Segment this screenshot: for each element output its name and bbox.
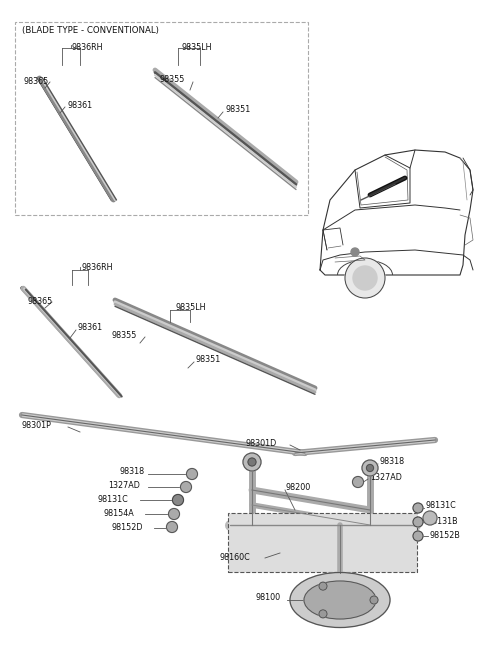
- Text: 1327AD: 1327AD: [108, 482, 140, 491]
- Text: 1327AD: 1327AD: [370, 472, 402, 482]
- Circle shape: [351, 248, 359, 256]
- Text: 98152B: 98152B: [430, 532, 461, 541]
- Circle shape: [172, 495, 183, 505]
- Circle shape: [362, 460, 378, 476]
- FancyBboxPatch shape: [228, 513, 417, 572]
- FancyBboxPatch shape: [15, 22, 308, 215]
- Circle shape: [413, 517, 423, 527]
- Text: 98365: 98365: [23, 78, 48, 87]
- Circle shape: [168, 509, 180, 520]
- Text: 98351: 98351: [225, 106, 250, 114]
- Text: 98301D: 98301D: [245, 438, 276, 447]
- Circle shape: [319, 610, 327, 618]
- Text: 98351: 98351: [195, 355, 220, 365]
- Circle shape: [353, 266, 377, 290]
- Circle shape: [248, 458, 256, 466]
- Text: 9835LH: 9835LH: [175, 304, 205, 313]
- Ellipse shape: [304, 581, 376, 619]
- Circle shape: [367, 464, 373, 472]
- Text: 98301P: 98301P: [22, 420, 52, 430]
- Circle shape: [370, 596, 378, 604]
- Text: 98318: 98318: [380, 457, 405, 466]
- Circle shape: [180, 482, 192, 493]
- Circle shape: [413, 503, 423, 513]
- Circle shape: [423, 511, 437, 525]
- Text: 98355: 98355: [160, 76, 185, 85]
- Circle shape: [187, 468, 197, 480]
- Text: 98365: 98365: [28, 298, 53, 307]
- Text: 98154A: 98154A: [103, 509, 134, 518]
- Text: 9835LH: 9835LH: [182, 43, 213, 51]
- Text: 98200: 98200: [285, 484, 310, 493]
- Circle shape: [345, 258, 385, 298]
- Circle shape: [352, 476, 363, 487]
- Text: 98355: 98355: [112, 330, 137, 340]
- Ellipse shape: [290, 572, 390, 627]
- Text: 98131C: 98131C: [98, 495, 129, 505]
- Text: 9836RH: 9836RH: [82, 263, 113, 273]
- Text: 98100: 98100: [255, 593, 280, 602]
- Circle shape: [167, 522, 178, 533]
- Text: 98361: 98361: [78, 323, 103, 332]
- Circle shape: [319, 582, 327, 590]
- Text: 98361: 98361: [67, 101, 92, 110]
- Text: 98152D: 98152D: [112, 524, 144, 533]
- Text: 9836RH: 9836RH: [72, 43, 104, 51]
- Text: (BLADE TYPE - CONVENTIONAL): (BLADE TYPE - CONVENTIONAL): [22, 26, 159, 35]
- Text: 98318: 98318: [120, 468, 145, 476]
- Text: 98160C: 98160C: [220, 553, 251, 562]
- Circle shape: [413, 531, 423, 541]
- Text: 98131C: 98131C: [426, 501, 457, 510]
- Circle shape: [243, 453, 261, 471]
- Text: 98131B: 98131B: [428, 516, 458, 526]
